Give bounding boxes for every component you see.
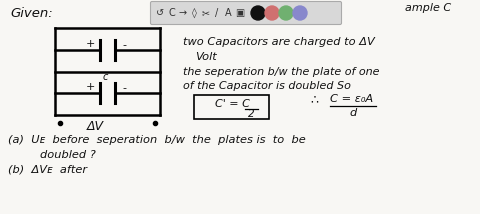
Text: doubled ?: doubled ? — [40, 150, 96, 160]
Text: -: - — [122, 83, 126, 93]
Text: 2: 2 — [248, 109, 254, 119]
FancyBboxPatch shape — [151, 1, 341, 24]
Text: ↺: ↺ — [156, 8, 164, 18]
Text: /: / — [216, 8, 218, 18]
Text: -: - — [122, 40, 126, 50]
Text: ΔV: ΔV — [86, 120, 104, 134]
Text: ∴: ∴ — [310, 94, 318, 107]
Text: ✂: ✂ — [202, 8, 210, 18]
Circle shape — [251, 6, 265, 20]
Text: d: d — [349, 108, 357, 118]
Text: C: C — [168, 8, 175, 18]
Text: (b)  ΔVᴇ  after: (b) ΔVᴇ after — [8, 165, 87, 175]
Text: Given:: Given: — [10, 6, 53, 19]
Circle shape — [293, 6, 307, 20]
Text: +: + — [85, 82, 95, 92]
Text: +: + — [85, 39, 95, 49]
Text: →: → — [179, 8, 187, 18]
Text: C = ε₀A: C = ε₀A — [330, 94, 373, 104]
Circle shape — [265, 6, 279, 20]
Text: Volt: Volt — [195, 52, 217, 62]
Text: ample C: ample C — [405, 3, 451, 13]
Text: two Capacitors are charged to ΔV: two Capacitors are charged to ΔV — [183, 37, 375, 47]
FancyBboxPatch shape — [194, 95, 269, 119]
Text: C' = C: C' = C — [215, 99, 250, 109]
Text: A: A — [225, 8, 231, 18]
Text: ▣: ▣ — [235, 8, 245, 18]
Text: (a)  Uᴇ  before  seperation  b/w  the  plates is  to  be: (a) Uᴇ before seperation b/w the plates … — [8, 135, 306, 145]
Text: the seperation b/w the plate of one: the seperation b/w the plate of one — [183, 67, 380, 77]
Text: ◊: ◊ — [192, 8, 196, 18]
Text: of the Capacitor is doubled So: of the Capacitor is doubled So — [183, 81, 351, 91]
Text: c: c — [102, 72, 108, 82]
Circle shape — [279, 6, 293, 20]
